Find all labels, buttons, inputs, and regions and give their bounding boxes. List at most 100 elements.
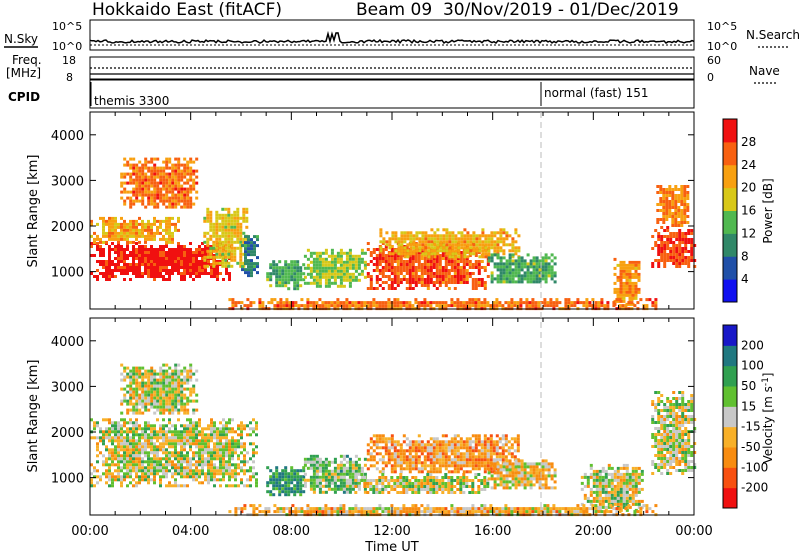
power-echo-cell [675, 253, 679, 256]
power-echo-cell [438, 301, 442, 305]
power-echo-cell [535, 274, 539, 278]
power-echo-cell [168, 205, 172, 209]
velocity-echo-cell [390, 455, 394, 459]
power-echo-cell [544, 280, 548, 284]
velocity-echo-cell [240, 469, 243, 473]
power-echo-cell [299, 272, 303, 276]
power-echo-cell [96, 278, 99, 281]
velocity-echo-cell [135, 411, 139, 415]
velocity-echo-cell [438, 440, 442, 444]
power-echo-cell [221, 207, 225, 211]
power-echo-cell [156, 157, 160, 161]
power-echo-cell [514, 231, 518, 235]
power-echo-cell [423, 278, 427, 281]
velocity-echo-cell [375, 440, 379, 444]
power-echo-cell [517, 246, 521, 250]
power-echo-cell [487, 234, 491, 238]
velocity-echo-cell [168, 418, 171, 422]
power-echo-cell [242, 219, 246, 223]
velocity-echo-cell [399, 470, 403, 474]
power-echo-cell [135, 237, 138, 241]
power-echo-cell [456, 266, 460, 269]
power-echo-cell [622, 269, 626, 273]
power-echo-cell [239, 246, 243, 250]
power-echo-cell [111, 216, 114, 220]
velocity-echo-cell [255, 427, 258, 431]
power-echo-cell [159, 263, 162, 266]
velocity-echo-cell [198, 451, 201, 455]
velocity-echo-cell [302, 466, 306, 470]
velocity-echo-cell [99, 451, 102, 455]
velocity-echo-cell [429, 461, 433, 465]
velocity-echo-cell [351, 481, 355, 485]
velocity-echo-cell [399, 467, 403, 471]
velocity-echo-cell [102, 430, 105, 434]
power-echo-cell [171, 169, 175, 173]
velocity-echo-cell [186, 411, 190, 415]
velocity-echo-cell [287, 484, 291, 488]
power-echo-cell [553, 256, 557, 260]
power-echo-cell [162, 166, 166, 170]
power-echo-cell [348, 254, 352, 258]
power-echo-cell [111, 219, 114, 223]
power-echo-cell [418, 231, 422, 235]
power-echo-cell [517, 234, 521, 238]
power-echo-cell [499, 274, 503, 278]
power-echo-cell [132, 169, 136, 173]
velocity-echo-cell [312, 490, 316, 494]
velocity-echo-cell [426, 455, 430, 459]
power-echo-cell [138, 275, 141, 278]
velocity-echo-cell [120, 457, 123, 461]
velocity-echo-cell [96, 442, 99, 446]
power-echo-cell [330, 251, 334, 255]
power-echo-cell [460, 231, 464, 235]
power-echo-cell [406, 255, 410, 259]
velocity-echo-cell [198, 472, 201, 476]
power-echo-cell [123, 251, 126, 254]
power-echo-cell [528, 301, 532, 305]
velocity-echo-cell [354, 469, 358, 473]
power-echo-cell [212, 228, 216, 232]
power-echo-cell [336, 254, 340, 258]
velocity-echo-cell [435, 440, 439, 444]
velocity-echo-cell [339, 481, 343, 485]
velocity-echo-cell [108, 439, 111, 443]
power-echo-cell [466, 231, 470, 235]
power-echo-cell [517, 262, 521, 266]
power-echo-cell [541, 265, 545, 269]
power-echo-cell [206, 213, 210, 217]
velocity-echo-cell [210, 466, 213, 470]
power-echo-cell [215, 234, 219, 238]
power-echo-cell [215, 213, 219, 217]
velocity-echo-cell [156, 384, 160, 388]
power-echo-cell [123, 237, 126, 241]
power-echo-cell [156, 257, 159, 260]
velocity-echo-cell [135, 396, 139, 400]
power-echo-cell [390, 248, 394, 251]
power-echo-cell [303, 304, 307, 308]
cpid-label: CPID [8, 90, 40, 104]
velocity-echo-cell [171, 484, 174, 488]
power-echo-cell [309, 269, 313, 273]
power-echo-cell [456, 298, 460, 302]
velocity-echo-cell [213, 469, 216, 473]
power-echo-cell [403, 240, 407, 244]
power-echo-cell [390, 254, 394, 257]
power-echo-cell [129, 266, 132, 269]
power-echo-cell [153, 266, 156, 269]
power-echo-cell [218, 255, 222, 259]
velocity-echo-cell [213, 445, 216, 449]
power-echo-cell [403, 231, 407, 235]
power-echo-cell [429, 269, 433, 272]
nave-tick-bottom: 0 [707, 71, 714, 84]
power-echo-cell [132, 251, 135, 254]
velocity-echo-cell [354, 466, 358, 470]
velocity-echo-cell [174, 454, 177, 458]
velocity-echo-cell [213, 421, 216, 425]
power-echo-cell [150, 166, 154, 170]
power-echo-cell [678, 235, 682, 238]
velocity-echo-cell [120, 424, 123, 428]
power-echo-cell [216, 269, 219, 272]
power-echo-cell [379, 249, 383, 253]
power-echo-cell [192, 254, 195, 257]
